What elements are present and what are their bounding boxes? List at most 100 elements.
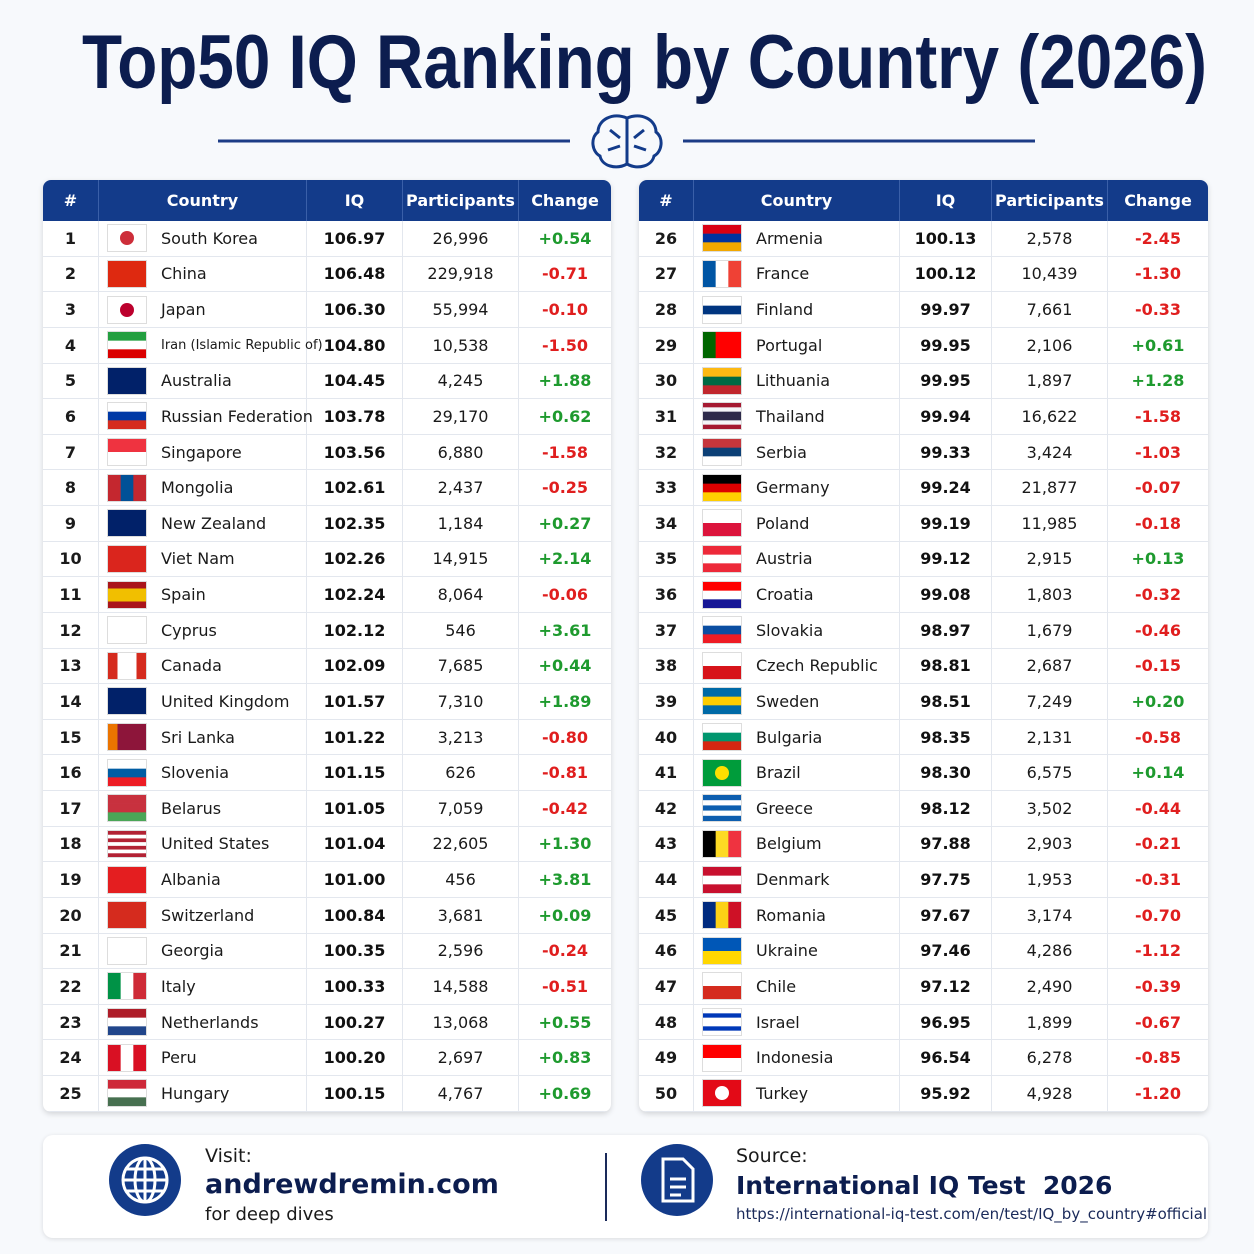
country-name: Canada [161,656,222,676]
table-row: 35 Austria 99.12 2,915 +0.13 [639,541,1208,578]
change-cell: -0.31 [1134,870,1182,890]
column-header: Country [694,180,900,221]
country-cell: Turkey [694,1076,900,1111]
table-row: 25 Hungary 100.15 4,767 +0.69 [43,1076,611,1112]
country-cell: Viet Nam [99,541,307,577]
table-row: 18 United States 101.04 22,605 +1.30 [43,826,611,863]
part-cell: 10,538 [403,327,519,363]
rank-cell: 39 [639,684,694,719]
change-cell: +0.27 [538,513,592,533]
footer: Visit: andrewdremin.com for deep dives S… [43,1135,1208,1238]
flag [107,936,147,965]
iq-cell: 100.33 [307,969,403,1004]
country-cell: Chile [694,969,900,1004]
rank-cell: 45 [639,897,694,933]
rank-cell: 27 [639,256,694,292]
rank-cell: 9 [43,506,99,541]
country-name: Slovenia [161,763,230,783]
table-row: 46 Ukraine 97.46 4,286 -1.12 [639,933,1208,970]
part-cell: 6,278 [992,1040,1108,1075]
table-row: 38 Czech Republic 98.81 2,687 -0.15 [639,648,1208,685]
country-name: Belgium [756,834,822,854]
column-header: # [639,180,694,221]
part-cell: 14,588 [403,969,519,1004]
flag [702,580,742,609]
change-cell: -0.44 [1134,798,1182,818]
flag [702,794,742,823]
change-cell: -0.21 [1134,834,1182,854]
flag [107,544,147,573]
flag [107,901,147,930]
part-cell: 7,310 [403,684,519,719]
part-cell: 1,803 [992,577,1108,612]
change-cell: -0.46 [1134,620,1182,640]
flag [107,972,147,1001]
rank-cell: 47 [639,969,694,1004]
change-cell: -0.32 [1134,585,1182,605]
country-name: Sweden [756,691,820,711]
flag [702,402,742,431]
iq-cell: 102.61 [307,470,403,505]
source-url[interactable]: https://international-iq-test.com/en/tes… [736,1205,1208,1223]
part-cell: 3,174 [992,897,1108,933]
country-cell: United States [99,826,307,862]
table-row: 29 Portugal 99.95 2,106 +0.61 [639,327,1208,364]
table-row: 42 Greece 98.12 3,502 -0.44 [639,791,1208,827]
flag [702,901,742,930]
column-header: Change [1124,191,1192,210]
brain-icon [591,114,663,169]
table-row: 27 France 100.12 10,439 -1.30 [639,256,1208,293]
country-cell: United Kingdom [99,684,307,719]
country-cell: Finland [694,292,900,327]
part-cell: 4,928 [992,1076,1108,1111]
country-cell: Sweden [694,684,900,719]
country-name: Albania [161,870,221,890]
iq-cell: 97.46 [900,933,992,969]
country-cell: Czech Republic [694,648,900,684]
part-cell: 546 [403,612,519,648]
iq-cell: 102.24 [307,577,403,612]
country-name: Sri Lanka [161,727,235,747]
part-cell: 21,877 [992,470,1108,505]
column-header: IQ [900,180,992,221]
visit-site[interactable]: andrewdremin.com [205,1169,499,1200]
rank-cell: 8 [43,470,99,505]
country-name: Greece [756,798,813,818]
table-row: 41 Brazil 98.30 6,575 +0.14 [639,755,1208,791]
part-cell: 2,687 [992,648,1108,684]
footer-icons [109,1144,713,1221]
rank-cell: 24 [43,1040,99,1075]
table-row: 24 Peru 100.20 2,697 +0.83 [43,1040,611,1076]
change-cell: -1.58 [1134,406,1182,426]
change-cell: +0.83 [538,1048,592,1068]
rank-cell: 6 [43,399,99,434]
iq-cell: 101.57 [307,684,403,719]
rank-cell: 17 [43,791,99,826]
part-cell: 456 [403,862,519,897]
part-cell: 1,897 [992,363,1108,399]
country-name: Viet Nam [161,549,235,569]
country-name: Austria [756,549,813,569]
table-row: 1 South Korea 106.97 26,996 +0.54 [43,221,611,257]
country-cell: Switzerland [99,897,307,933]
iq-cell: 100.27 [307,1004,403,1040]
country-name: Chile [756,976,797,996]
flag [107,651,147,680]
part-cell: 2,578 [992,221,1108,256]
iq-cell: 99.08 [900,577,992,612]
country-cell: Italy [99,969,307,1004]
iq-cell: 99.19 [900,506,992,541]
flag [107,723,147,752]
country-cell: Belarus [99,791,307,826]
flag [107,366,147,395]
country-cell: South Korea [99,221,307,256]
country-name: China [161,264,207,284]
country-cell: New Zealand [99,506,307,541]
change-cell: -0.18 [1134,513,1182,533]
header-row: # Country IQ Participants Change [43,180,611,221]
country-cell: Austria [694,541,900,577]
rank-cell: 43 [639,826,694,862]
part-cell: 3,213 [403,719,519,755]
table-row: 44 Denmark 97.75 1,953 -0.31 [639,862,1208,898]
change-cell: +3.61 [538,620,592,640]
